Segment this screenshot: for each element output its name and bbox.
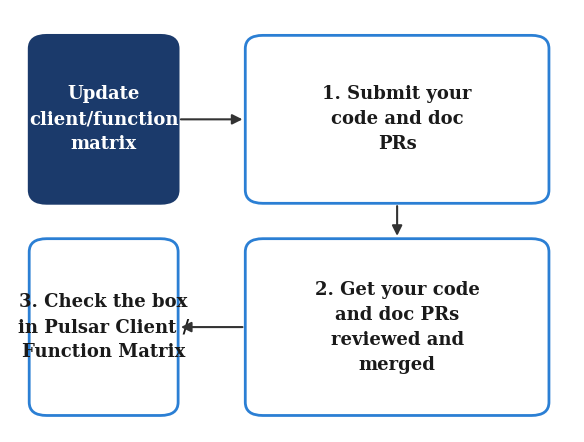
FancyBboxPatch shape xyxy=(29,239,178,415)
FancyBboxPatch shape xyxy=(245,35,549,203)
Text: 2. Get your code
and doc PRs
reviewed and
merged: 2. Get your code and doc PRs reviewed an… xyxy=(315,281,479,373)
Text: Update
client/function
matrix: Update client/function matrix xyxy=(29,85,178,153)
FancyBboxPatch shape xyxy=(29,35,178,203)
FancyBboxPatch shape xyxy=(245,239,549,415)
Text: 1. Submit your
code and doc
PRs: 1. Submit your code and doc PRs xyxy=(322,85,472,153)
Text: 3. Check the box
in Pulsar Client /
Function Matrix: 3. Check the box in Pulsar Client / Func… xyxy=(18,293,189,361)
